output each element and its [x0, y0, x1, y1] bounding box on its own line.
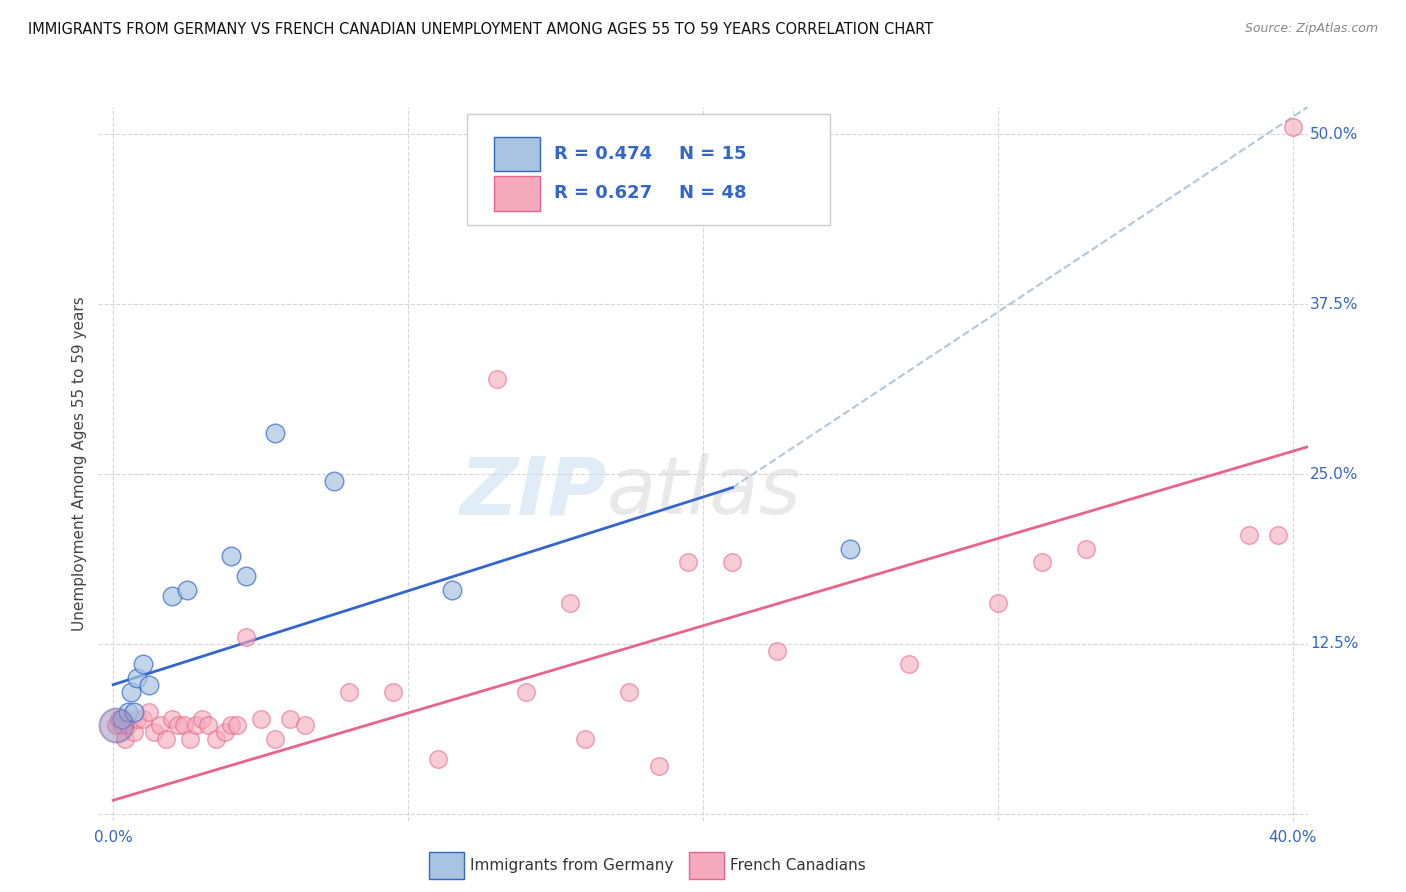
Point [485, 372, 508, 386]
Text: Immigrants from Germany: Immigrants from Germany [470, 858, 673, 872]
Point [219, 549, 242, 563]
Point [149, 718, 172, 732]
Point [122, 725, 145, 739]
Point [426, 752, 449, 766]
Point [1237, 528, 1260, 542]
Text: Source: ZipAtlas.com: Source: ZipAtlas.com [1244, 22, 1378, 36]
Point [184, 718, 207, 732]
Point [122, 705, 145, 719]
Point [125, 712, 148, 726]
Text: 50.0%: 50.0% [1310, 127, 1358, 142]
Point [337, 684, 360, 698]
Point [987, 596, 1010, 610]
Point [648, 759, 671, 773]
Point [560, 596, 582, 610]
Point [619, 684, 641, 698]
Text: IMMIGRANTS FROM GERMANY VS FRENCH CANADIAN UNEMPLOYMENT AMONG AGES 55 TO 59 YEAR: IMMIGRANTS FROM GERMANY VS FRENCH CANADI… [28, 22, 934, 37]
Point [898, 657, 921, 672]
Point [179, 732, 201, 747]
Point [105, 718, 128, 732]
Text: R = 0.627: R = 0.627 [554, 185, 652, 202]
Point [1267, 528, 1289, 542]
Text: R = 0.474: R = 0.474 [554, 145, 652, 163]
Point [264, 426, 287, 441]
Text: 37.5%: 37.5% [1310, 297, 1358, 311]
Text: French Canadians: French Canadians [730, 858, 866, 872]
Point [839, 541, 862, 556]
Point [264, 732, 287, 747]
Point [235, 569, 257, 583]
Point [155, 732, 177, 747]
Point [205, 732, 228, 747]
Point [120, 684, 142, 698]
Point [160, 712, 183, 726]
Point [105, 718, 128, 732]
Point [190, 712, 212, 726]
Point [143, 725, 166, 739]
Point [678, 555, 700, 569]
Point [114, 732, 136, 747]
Point [323, 474, 346, 488]
Point [441, 582, 464, 597]
Point [249, 712, 271, 726]
Point [278, 712, 301, 726]
Point [219, 718, 242, 732]
Point [515, 684, 537, 698]
Point [173, 718, 195, 732]
Point [226, 718, 249, 732]
Point [131, 657, 153, 672]
Text: ZIP: ZIP [458, 453, 606, 532]
Point [117, 718, 139, 732]
Point [235, 630, 257, 644]
Y-axis label: Unemployment Among Ages 55 to 59 years: Unemployment Among Ages 55 to 59 years [72, 296, 87, 632]
Point [1076, 541, 1098, 556]
Point [197, 718, 219, 732]
Point [131, 712, 153, 726]
Point [765, 644, 787, 658]
Text: atlas: atlas [606, 453, 801, 532]
Text: 25.0%: 25.0% [1310, 467, 1358, 482]
FancyBboxPatch shape [494, 137, 540, 171]
Point [125, 671, 148, 685]
Point [1282, 120, 1305, 135]
Point [138, 705, 160, 719]
Point [138, 678, 160, 692]
Point [120, 712, 142, 726]
Point [160, 590, 183, 604]
Text: 12.5%: 12.5% [1310, 636, 1358, 651]
FancyBboxPatch shape [494, 177, 540, 211]
Text: N = 48: N = 48 [679, 185, 747, 202]
FancyBboxPatch shape [467, 114, 830, 225]
Point [214, 725, 236, 739]
Point [721, 555, 744, 569]
Point [176, 582, 198, 597]
Point [382, 684, 405, 698]
Point [108, 712, 131, 726]
Point [294, 718, 316, 732]
Point [1031, 555, 1053, 569]
Point [574, 732, 596, 747]
Point [117, 705, 139, 719]
Text: N = 15: N = 15 [679, 145, 747, 163]
Point [111, 718, 134, 732]
Point [167, 718, 190, 732]
Point [111, 712, 134, 726]
